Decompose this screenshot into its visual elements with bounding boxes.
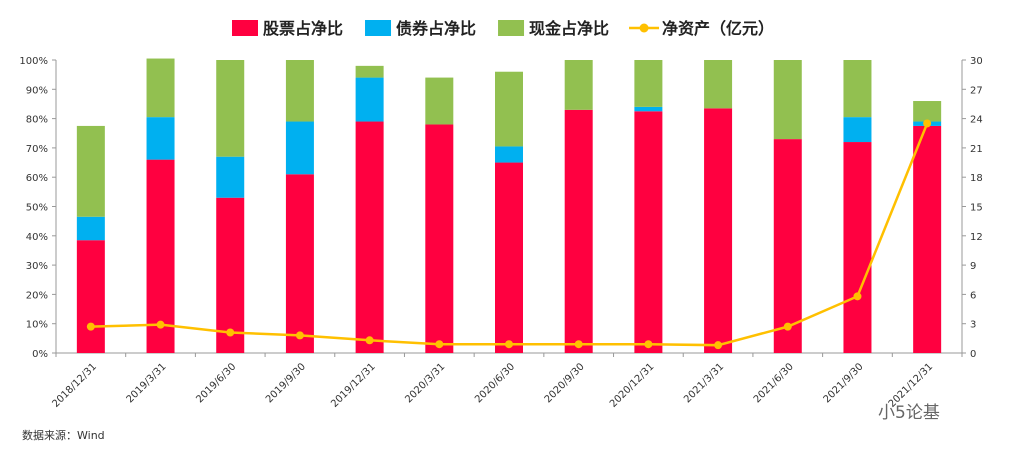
y-left-tick-label: 70% [26,144,48,155]
watermark: 小5论基 [878,403,940,423]
bar-segment [704,108,733,353]
x-tick-label: 2019/6/30 [194,361,238,405]
legend-swatch-marker [639,23,649,33]
line-point [86,322,95,331]
y-left-tick-label: 20% [26,290,48,301]
y-left-tick-label: 0% [32,349,48,360]
bar-segment [913,125,942,353]
bar-segment [913,101,942,122]
bar-segment [843,142,872,353]
bar-segment [355,77,384,122]
line-point [156,320,165,329]
y-right-tick-label: 3 [970,320,976,331]
x-tick-label: 2021/6/30 [752,361,796,405]
legend-swatch [232,20,258,36]
legend-swatch [498,20,525,36]
line-point [505,340,513,349]
y-right-tick-label: 24 [970,115,983,126]
x-tick-label: 2019/3/31 [125,361,169,405]
bar-segment [843,117,872,143]
bar-segment [76,240,105,353]
bar-segment [843,60,872,118]
bar-segment [76,125,105,217]
y-right-tick-label: 21 [970,144,983,155]
y-right-tick-label: 15 [970,203,983,214]
legend-label: 债券占净比 [396,19,476,38]
line-point [574,340,583,349]
bar-segment [285,174,314,353]
y-right-tick-label: 9 [970,261,976,272]
legend-label: 股票占净比 [263,19,343,38]
line-point [923,119,932,128]
bar-segment [495,146,523,163]
x-tick-label: 2020/9/30 [543,361,587,405]
y-left-tick-label: 50% [26,203,48,214]
y-right-tick-label: 18 [970,173,983,184]
line-point [783,322,792,331]
x-tick-label: 2020/6/30 [473,361,517,405]
legend-label: 现金占净比 [529,19,609,38]
x-tick-label: 2019/9/30 [264,361,308,405]
bar-segment [495,162,523,353]
bar-segment [634,111,663,354]
bar-segment [216,197,245,353]
x-tick-label: 2019/12/31 [329,361,378,410]
y-right-tick-label: 0 [970,349,976,360]
bar-segment [773,139,802,353]
bar-segment [146,117,175,160]
bar-segment [634,106,663,112]
y-right-tick-label: 30 [970,56,983,67]
line-point [295,331,304,340]
bar-segment [146,58,175,118]
bar-segment [425,124,454,354]
bar-segment [634,60,663,107]
bar-segment [285,121,314,175]
y-left-tick-label: 80% [26,115,48,126]
y-right-tick-label: 27 [970,85,983,96]
bar-segment [495,71,523,147]
bar-segment [773,60,802,140]
line-point [644,340,653,349]
y-left-tick-label: 100% [19,56,48,67]
bar-segment [564,109,593,353]
bar-segment [76,216,105,241]
source-note: 数据来源：Wind [22,429,105,442]
bar-segment [216,60,245,157]
line-point [853,292,862,301]
y-left-tick-label: 90% [26,85,48,96]
bar-segment [355,65,384,78]
bar-segment [425,77,454,125]
bar-segment [704,60,733,109]
line-point [714,341,723,350]
bar-segment [216,156,245,198]
line-point [226,328,235,337]
x-tick-label: 2020/12/31 [608,361,657,410]
line-point [435,340,444,349]
bar-segment [355,121,384,353]
line-point [365,336,374,345]
y-right-tick-label: 12 [970,232,983,243]
x-tick-label: 2018/12/31 [50,361,99,410]
x-tick-label: 2021/9/30 [822,361,866,405]
x-tick-label: 2020/3/31 [403,361,447,405]
bar-segment [564,60,593,110]
y-left-tick-label: 60% [26,173,48,184]
legend-label: 净资产（亿元） [662,19,774,38]
bar-segment [285,60,314,122]
y-left-tick-label: 30% [26,261,48,272]
y-right-tick-label: 6 [970,290,976,301]
x-tick-label: 2021/3/31 [682,361,726,405]
y-left-tick-label: 10% [26,320,48,331]
legend-swatch [365,20,392,36]
y-left-tick-label: 40% [26,232,48,243]
